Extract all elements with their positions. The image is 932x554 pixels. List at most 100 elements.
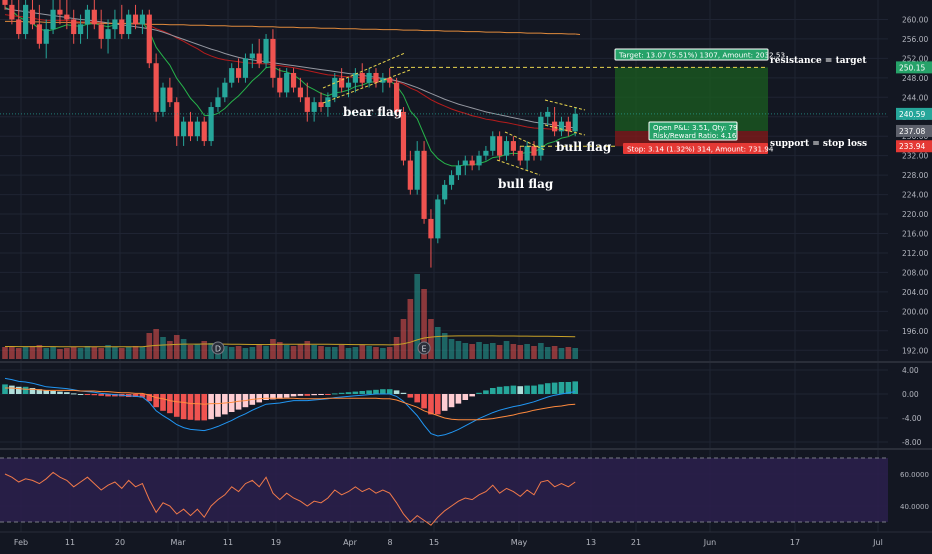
candle-body: [229, 68, 234, 83]
candle-body: [415, 151, 420, 190]
macd-histogram-bar: [71, 393, 77, 394]
macd-histogram-bar: [497, 387, 503, 394]
candle[interactable]: [263, 34, 268, 68]
time-axis-tick-label: Mar: [170, 538, 186, 547]
volume-bar: [92, 347, 98, 359]
pnl-label: Open P&L: 3.51, Qty: 79: [653, 124, 738, 132]
macd-histogram-bar: [318, 394, 324, 395]
macd-histogram-bar: [188, 394, 194, 420]
candle-body: [559, 122, 564, 132]
candle-body: [312, 102, 317, 112]
volume-bar: [291, 346, 297, 359]
candle-body: [37, 24, 42, 43]
macd-axis-tick-label: -8.00: [902, 438, 922, 447]
volume-bar: [373, 347, 379, 359]
candle[interactable]: [435, 195, 440, 244]
candle-body: [147, 15, 152, 64]
candle-body: [380, 78, 385, 83]
candle-body: [57, 10, 62, 15]
candle-body: [435, 199, 440, 238]
price-axis-tick-label: 260.00: [902, 15, 928, 24]
event-marker: D: [212, 342, 224, 354]
candle-body: [360, 73, 365, 83]
time-axis-tick-label: May: [511, 538, 528, 547]
volume-bar: [456, 341, 462, 359]
volume-bar: [517, 345, 523, 359]
candle[interactable]: [538, 112, 543, 161]
macd-histogram-bar: [559, 382, 565, 394]
time-axis-tick-label: 19: [271, 538, 281, 547]
volume-bar: [325, 347, 331, 359]
candle-body: [112, 19, 117, 29]
macd-histogram-bar: [353, 392, 359, 394]
time-axis-tick-label: Jun: [703, 538, 717, 547]
price-axis-tick-label: 244.00: [902, 93, 928, 102]
candle-body: [105, 29, 110, 39]
candle-body: [9, 5, 14, 20]
macd-histogram-bar: [483, 390, 489, 394]
candle-body: [160, 88, 165, 112]
volume-bar: [243, 348, 249, 359]
candle-body: [483, 151, 488, 156]
volume-bar: [263, 346, 269, 359]
candle-body: [133, 15, 138, 25]
candle-body: [2, 0, 7, 5]
macd-histogram-bar: [181, 394, 187, 419]
volume-bar: [119, 348, 125, 359]
candle[interactable]: [160, 83, 165, 117]
macd-histogram-bar: [504, 386, 510, 394]
candle-body: [456, 165, 461, 175]
candle[interactable]: [154, 54, 159, 122]
macd-axis-tick-label: -4.00: [902, 414, 922, 423]
macd-histogram-bar: [167, 394, 173, 413]
volume-bar: [346, 348, 352, 359]
volume-bar: [524, 344, 530, 359]
time-axis-tick-label: Feb: [14, 538, 28, 547]
candle-body: [518, 151, 523, 161]
candle-body: [140, 15, 145, 25]
candle-body: [367, 73, 372, 83]
time-axis-tick-label: 11: [223, 538, 233, 547]
macd-histogram-bar: [346, 392, 352, 394]
candle-body: [209, 107, 214, 141]
candle-body: [387, 78, 392, 83]
candle-body: [511, 141, 516, 151]
volume-bar: [428, 319, 434, 359]
macd-histogram-bar: [195, 394, 201, 420]
volume-bar: [181, 339, 187, 359]
candle[interactable]: [23, 0, 28, 39]
price-axis-tick-label: 248.00: [902, 74, 928, 83]
time-axis-tick-label: 8: [387, 538, 392, 547]
candle[interactable]: [209, 102, 214, 146]
event-marker-label: D: [215, 345, 221, 354]
volume-bar: [476, 342, 482, 359]
macd-histogram-bar: [408, 394, 414, 398]
candle[interactable]: [147, 10, 152, 68]
candle-body: [126, 15, 131, 34]
volume-bar: [160, 337, 166, 359]
target-zone[interactable]: [615, 67, 768, 131]
macd-histogram-bar: [401, 393, 407, 394]
event-marker-label: E: [422, 345, 427, 354]
candle-body: [23, 5, 28, 34]
volume-bar: [318, 346, 324, 359]
volume-bar: [469, 344, 475, 359]
candle-body: [181, 122, 186, 137]
macd-histogram-bar: [291, 394, 297, 396]
macd-histogram-bar: [517, 386, 523, 394]
candle[interactable]: [421, 141, 426, 224]
volume-bar: [559, 348, 565, 359]
candle-body: [50, 10, 55, 29]
candle-body: [298, 88, 303, 98]
volume-bar: [531, 346, 537, 359]
volume-bar: [270, 339, 276, 359]
macd-histogram-bar: [325, 394, 331, 395]
price-axis-tick-label: 220.00: [902, 210, 928, 219]
macd-histogram-bar: [524, 386, 530, 394]
volume-bar: [133, 346, 139, 359]
price-tag-label: 250.15: [899, 63, 925, 72]
rsi-axis-tick-label: 60.0000: [900, 471, 929, 479]
candle-body: [174, 102, 179, 136]
